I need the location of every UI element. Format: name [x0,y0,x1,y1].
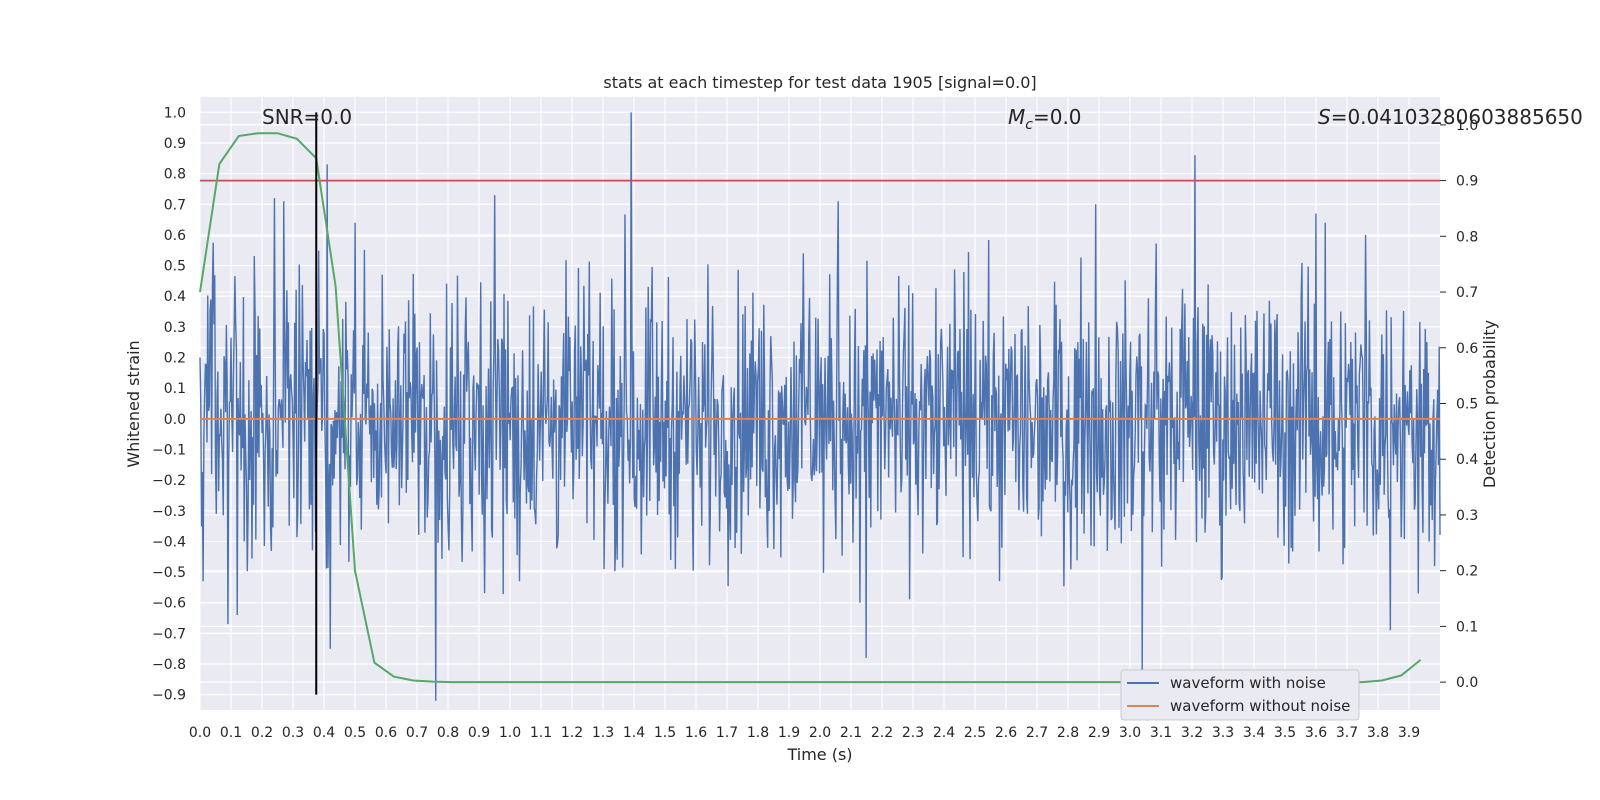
y2-tick-label: 0.6 [1456,341,1478,357]
y-tick-label: −0.3 [152,504,186,520]
y-tick-label: −0.2 [152,473,186,489]
y2-tick-label: 0.3 [1456,508,1478,524]
y-tick-label: −0.7 [152,626,186,642]
x-tick-label: 3.7 [1336,725,1358,741]
y-axis-label: Whitened strain [124,340,143,467]
y2-tick-label: 0.7 [1456,285,1478,301]
x-tick-label: 3.2 [1181,725,1203,741]
x-tick-label: 2.9 [1088,725,1110,741]
y-tick-label: 0.0 [164,412,186,428]
y-tick-label: −0.5 [152,565,186,581]
y-tick-label: −0.6 [152,596,186,612]
y-tick-label: −0.4 [152,534,186,550]
x-tick-label: 0.9 [468,725,490,741]
x-tick-label: 1.3 [592,725,614,741]
x-tick-label: 0.5 [344,725,366,741]
x-tick-label: 0.8 [437,725,459,741]
x-tick-label: 0.2 [251,725,273,741]
noise-series [199,112,1441,701]
y-tick-label: 0.7 [164,197,186,213]
x-tick-label: 3.9 [1398,725,1420,741]
x-tick-label: 2.5 [964,725,986,741]
x-tick-label: 2.2 [871,725,893,741]
x-tick-label: 2.8 [1057,725,1079,741]
y-tick-label: 1.0 [164,105,186,121]
x-tick-label: 2.6 [995,725,1017,741]
y-tick-label: 0.8 [164,167,186,183]
legend-box [1120,669,1360,721]
mc-symbol: M [1008,105,1025,129]
legend-label-clean: waveform without noise [1170,697,1350,715]
legend-label-noise: waveform with noise [1170,674,1326,692]
x-tick-label: 0.1 [220,725,242,741]
x-tick-label: 0.6 [375,725,397,741]
x-tick-label: 3.3 [1212,725,1234,741]
x-tick-label: 1.1 [530,725,552,741]
x-tick-label: 0.7 [406,725,428,741]
x-tick-label: 1.6 [685,725,707,741]
x-tick-label: 1.7 [716,725,738,741]
y2-axis-label: Detection probability [1480,320,1499,488]
x-tick-label: 1.4 [623,725,645,741]
waveform-with-noise-line [199,112,1441,701]
x-tick-label: 1.5 [654,725,676,741]
y-tick-label: 0.2 [164,351,186,367]
x-tick-label: 3.5 [1274,725,1296,741]
chart-title: stats at each timestep for test data 190… [603,73,1036,92]
x-tick-label: 3.1 [1150,725,1172,741]
snr-annotation: SNR=0.0 [262,105,352,129]
y2-tick-label: 0.9 [1456,174,1478,190]
x-tick-label: 1.0 [499,725,521,741]
x-tick-label: 3.8 [1367,725,1389,741]
x-tick-label: 0.0 [189,725,211,741]
y-tick-label: 0.5 [164,259,186,275]
mc-annotation: Mc=0.0 [1008,105,1082,133]
x-tick-label: 2.1 [840,725,862,741]
mc-subscript: c [1025,117,1033,133]
y2-tick-label: 0.2 [1456,564,1478,580]
y2-tick-label: 0.4 [1456,452,1478,468]
y-tick-label: −0.8 [152,657,186,673]
y-tick-label: 0.6 [164,228,186,244]
s-value: =0.04103280603885650 [1331,105,1583,129]
ticks: 0.0 0.1 0.2 0.3 0.4 0.5 0.6 0.7 0.8 0.9 1.0 1.1 1.2 1… [152,105,1478,741]
y-tick-label: 0.1 [164,381,186,397]
y2-tick-label: 1.0 [1456,118,1478,134]
x-tick-label: 1.8 [747,725,769,741]
y-tick-label: 0.9 [164,136,186,152]
x-tick-label: 1.9 [778,725,800,741]
x-tick-label: 0.4 [313,725,335,741]
y2-tick-label: 0.5 [1456,397,1478,413]
x-tick-label: 3.6 [1305,725,1327,741]
y2-tick-label: 0.8 [1456,229,1478,245]
s-annotation: S=0.04103280603885650 [1318,105,1583,129]
x-tick-label: 2.4 [933,725,955,741]
x-tick-label: 0.3 [282,725,304,741]
x-tick-label: 3.0 [1119,725,1141,741]
y2-tick-label: 0.1 [1456,619,1478,635]
x-tick-label: 2.7 [1026,725,1048,741]
s-symbol: S [1318,105,1331,129]
x-tick-label: 2.0 [809,725,831,741]
x-tick-label: 2.3 [902,725,924,741]
y-tick-label: −0.9 [152,688,186,704]
y2-tick-label: 0.0 [1456,675,1478,691]
x-axis-label: Time (s) [786,745,852,764]
legend: waveform with noise waveform without noi… [1120,669,1360,721]
y-tick-label: −0.1 [152,442,186,458]
y-tick-label: 0.3 [164,320,186,336]
y-tick-label: 0.4 [164,289,186,305]
mc-value: =0.0 [1033,105,1082,129]
x-tick-label: 1.2 [561,725,583,741]
x-tick-label: 3.4 [1243,725,1265,741]
